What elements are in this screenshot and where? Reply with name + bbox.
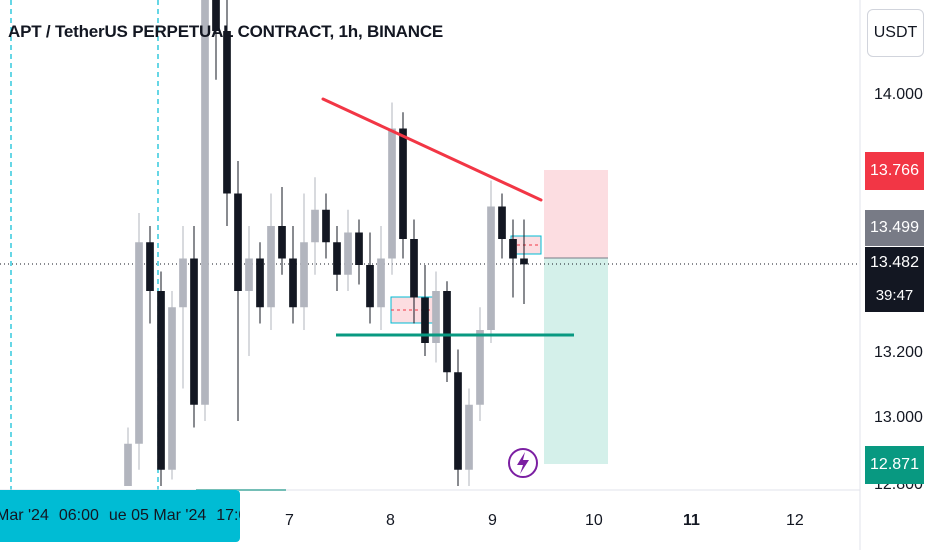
countdown-badge: 39:47	[865, 279, 924, 312]
candle-down	[410, 239, 418, 298]
resistance-trendline[interactable]	[321, 97, 543, 202]
candle-down	[157, 291, 165, 470]
candle-up	[377, 258, 385, 308]
candle-up	[267, 226, 275, 308]
last-price-badge: 13.482	[865, 247, 924, 279]
candle-down	[146, 242, 154, 291]
prev-close-badge: 13.499	[865, 210, 924, 246]
candle-up	[201, 0, 209, 405]
stop-loss-badge: 13.766	[865, 152, 924, 190]
time-tick: 11	[683, 512, 700, 529]
cursor-date-1: Mar '24	[0, 507, 49, 524]
candle-up	[432, 291, 440, 343]
candle-up	[487, 206, 495, 330]
candle-up	[344, 232, 352, 275]
time-tick: 7	[285, 512, 294, 529]
candle-down	[278, 226, 286, 259]
candle-up	[388, 128, 396, 259]
price-tick: 13.000	[874, 409, 923, 426]
price-tick: 14.000	[874, 86, 923, 103]
candle-up	[311, 209, 319, 243]
price-tick: 13.200	[874, 344, 923, 361]
candle-up	[476, 330, 484, 405]
candle-down	[322, 209, 330, 243]
candle-down	[223, 31, 231, 194]
time-tick: 9	[488, 512, 497, 529]
chart-title: APT / TetherUS PERPETUAL CONTRACT, 1h, B…	[8, 22, 444, 41]
candle-up	[465, 404, 473, 470]
candle-down	[498, 206, 506, 239]
candle-down	[399, 128, 407, 239]
candle-down	[520, 258, 528, 265]
time-tick: 8	[386, 512, 395, 529]
candle-up	[300, 242, 308, 308]
cursor-date-2: ue 05 Mar '24	[108, 507, 207, 524]
time-tick: 12	[786, 512, 804, 529]
candle-up	[124, 443, 132, 486]
candle-up	[179, 258, 187, 308]
take-profit-zone[interactable]	[544, 258, 608, 464]
candle-down	[443, 291, 451, 373]
candle-down	[366, 265, 374, 308]
candle-down	[454, 372, 462, 470]
candle-down	[190, 258, 198, 405]
candle-down	[212, 0, 220, 31]
time-cursor-label: Mar '24 06:00 ue 05 Mar '24 17:00	[0, 490, 240, 542]
currency-unit-button[interactable]: USDT	[867, 9, 924, 57]
cursor-time-1: 06:00	[58, 507, 99, 524]
stop-loss-zone[interactable]	[544, 170, 608, 258]
candle-down	[355, 232, 363, 265]
candle-up	[168, 307, 176, 470]
candle-down	[421, 297, 429, 343]
lightning-icon[interactable]	[508, 448, 538, 478]
candle-down	[256, 258, 264, 308]
candle-down	[289, 258, 297, 308]
candle-down	[333, 242, 341, 275]
cursor-time-2: 17:00	[216, 507, 240, 524]
candles	[124, 0, 528, 486]
candle-down	[509, 239, 517, 259]
candle-up	[245, 258, 253, 291]
candle-down	[234, 193, 242, 291]
price-tick-partial: 12.800	[874, 480, 923, 490]
candle-up	[135, 242, 143, 444]
time-tick: 10	[585, 512, 603, 529]
take-profit-badge: 12.871	[865, 446, 924, 484]
